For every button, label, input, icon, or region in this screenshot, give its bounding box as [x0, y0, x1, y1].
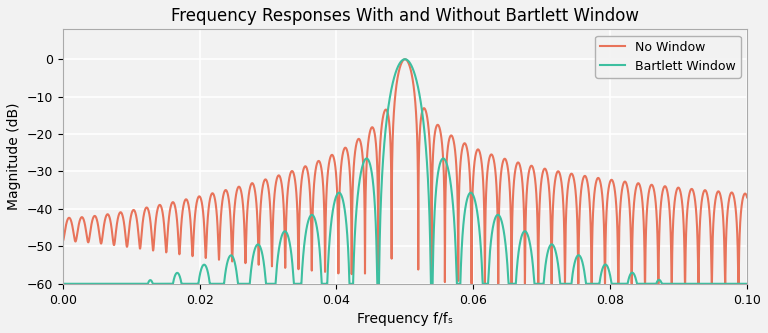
No Window	[680, 255, 689, 259]
Bartlett Window	[477, 257, 486, 261]
No Window	[554, 169, 563, 173]
Bartlett Window	[58, 282, 68, 286]
No Window	[58, 239, 68, 243]
No Window	[743, 195, 752, 199]
No Window	[477, 160, 486, 164]
No Window	[63, 217, 72, 221]
X-axis label: Frequency f/fₛ: Frequency f/fₛ	[357, 312, 453, 326]
Line: No Window: No Window	[63, 59, 747, 284]
No Window	[677, 203, 687, 207]
Bartlett Window	[743, 282, 752, 286]
Bartlett Window	[554, 265, 563, 269]
Line: Bartlett Window: Bartlett Window	[63, 59, 747, 284]
No Window	[400, 57, 409, 61]
Y-axis label: Magnitude (dB): Magnitude (dB)	[7, 103, 21, 210]
Bartlett Window	[677, 282, 687, 286]
Bartlett Window	[63, 282, 72, 286]
Legend: No Window, Bartlett Window: No Window, Bartlett Window	[595, 36, 741, 78]
Bartlett Window	[680, 282, 689, 286]
No Window	[480, 282, 489, 286]
Bartlett Window	[185, 282, 194, 286]
No Window	[185, 209, 194, 213]
Title: Frequency Responses With and Without Bartlett Window: Frequency Responses With and Without Bar…	[171, 7, 639, 25]
Bartlett Window	[400, 57, 409, 61]
